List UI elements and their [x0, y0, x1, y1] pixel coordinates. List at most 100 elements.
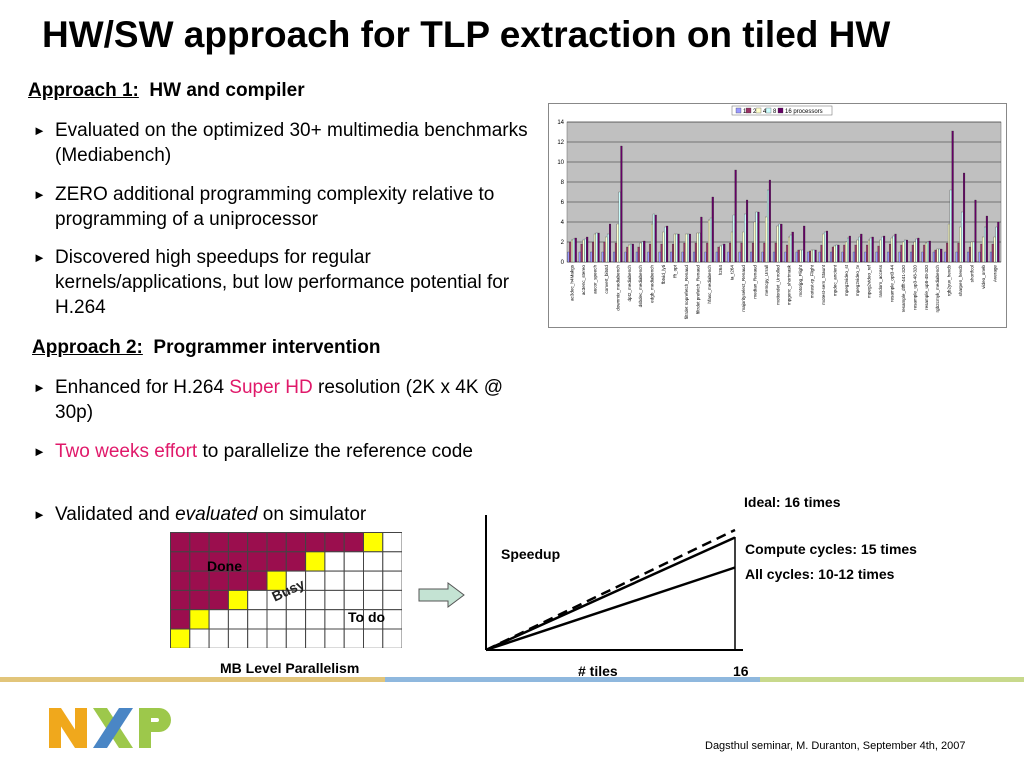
x-tick-label: mpeg2video_st: [844, 264, 849, 296]
x-tick-label: motest-rp_Flight: [810, 264, 815, 298]
super-hd-highlight: Super HD: [229, 377, 313, 398]
bar: [738, 251, 741, 263]
bullet-arrow-icon: ►: [33, 123, 46, 138]
right-arrow-icon: [418, 582, 465, 608]
bar: [595, 232, 598, 263]
mb-cell: [324, 551, 345, 572]
bar: [843, 244, 846, 263]
bar: [750, 251, 753, 263]
bar: [658, 251, 661, 263]
bar: [887, 251, 890, 263]
bar: [578, 251, 581, 263]
x-tick-label: mpdec_ancient: [832, 264, 837, 296]
bar: [822, 233, 825, 263]
mb-cell: [208, 589, 229, 611]
bar: [799, 249, 802, 263]
bar: [894, 233, 897, 263]
bar: [670, 251, 673, 263]
speedup-xlabel: # tiles: [578, 663, 618, 679]
mb-cell: [170, 589, 191, 611]
x-tick-label: aucor_speech: [593, 265, 598, 294]
compute-label: Compute cycles: 15 times: [745, 541, 917, 557]
speedup-plot: [485, 515, 743, 652]
bar: [751, 242, 754, 263]
bar: [673, 233, 676, 263]
bar: [721, 244, 724, 263]
mb-cell: [363, 628, 384, 648]
bar: [869, 237, 872, 263]
bullet-text-part: resolution (2K x 4K @ 30p): [55, 377, 504, 423]
approach2-label: Approach 2:: [32, 337, 143, 358]
bar: [688, 233, 691, 263]
x-tick-label: Average: [992, 265, 997, 282]
mb-cell: [305, 609, 326, 630]
bar: [858, 236, 861, 263]
x-tick-label: motiondet_Unrolled: [775, 265, 780, 305]
x-tick-label: fft_opt: [673, 264, 678, 277]
mb-cell: [170, 551, 191, 572]
bar: [854, 244, 857, 263]
bar: [687, 233, 690, 263]
bar: [997, 221, 1000, 263]
bar-chart-svg: 1 2 4 8 16 processors02468101214ac3dec_h4Mak…: [557, 105, 1002, 319]
bar: [938, 248, 941, 263]
bar: [830, 251, 833, 263]
bar: [618, 191, 621, 263]
bar: [957, 242, 960, 263]
bar: [902, 241, 905, 263]
legend-label: 1: [743, 109, 747, 115]
legend-label: 16 processors: [785, 109, 823, 115]
bar: [900, 244, 903, 263]
bar: [616, 223, 619, 263]
bar: [856, 239, 859, 263]
bar: [812, 249, 815, 263]
bar: [603, 241, 606, 263]
legend-label: 8: [773, 109, 777, 115]
bar: [740, 242, 743, 263]
bar: [643, 240, 646, 263]
bar: [609, 223, 612, 263]
bar: [711, 196, 714, 263]
x-tick-label: majorityselect_Renaud: [741, 265, 746, 312]
bar: [763, 242, 766, 263]
x-tick-label: video_oneb: [981, 265, 986, 289]
two-weeks-highlight: Two weeks effort: [55, 441, 198, 462]
mb-cell: [363, 532, 384, 553]
bar: [871, 236, 874, 263]
bar: [675, 233, 678, 263]
bar: [946, 242, 949, 263]
done-label: Done: [207, 558, 242, 574]
footer-bar-gold: [0, 677, 385, 682]
bar: [889, 243, 892, 263]
mb-grid: [170, 532, 402, 648]
y-tick-label: 12: [557, 140, 564, 146]
mb-cell: [247, 628, 268, 648]
bar: [772, 251, 775, 263]
bar: [571, 239, 574, 263]
bar: [662, 231, 665, 263]
bar: [905, 239, 908, 263]
bar: [915, 238, 918, 263]
bar: [639, 242, 642, 263]
bar: [961, 211, 964, 263]
bar: [847, 237, 850, 263]
footer-bar-blue: [385, 677, 760, 682]
bar: [647, 251, 650, 263]
bar: [628, 244, 631, 263]
bar: [613, 251, 616, 263]
bar: [693, 251, 696, 263]
bullet-2: ► ZERO additional programming complexity…: [33, 182, 545, 232]
bar: [635, 251, 638, 263]
slide-title: HW/SW approach for TLP extraction on til…: [42, 14, 891, 55]
bar: [833, 245, 836, 263]
mb-cell: [305, 589, 326, 611]
bullet-arrow-icon: ►: [33, 187, 46, 202]
x-tick-label: filtrdet prefetch_Renaud: [695, 265, 700, 314]
speedup-bar-chart: 1 2 4 8 16 processors 0 2 4 6 8 10 12 14 ac3dec_h4Mak…: [548, 103, 1007, 328]
bar: [626, 246, 629, 263]
bar: [574, 237, 577, 263]
bar: [780, 223, 783, 263]
speedup-line: [485, 566, 736, 652]
legend-swatch: [777, 107, 784, 114]
mb-cell: [324, 570, 345, 591]
